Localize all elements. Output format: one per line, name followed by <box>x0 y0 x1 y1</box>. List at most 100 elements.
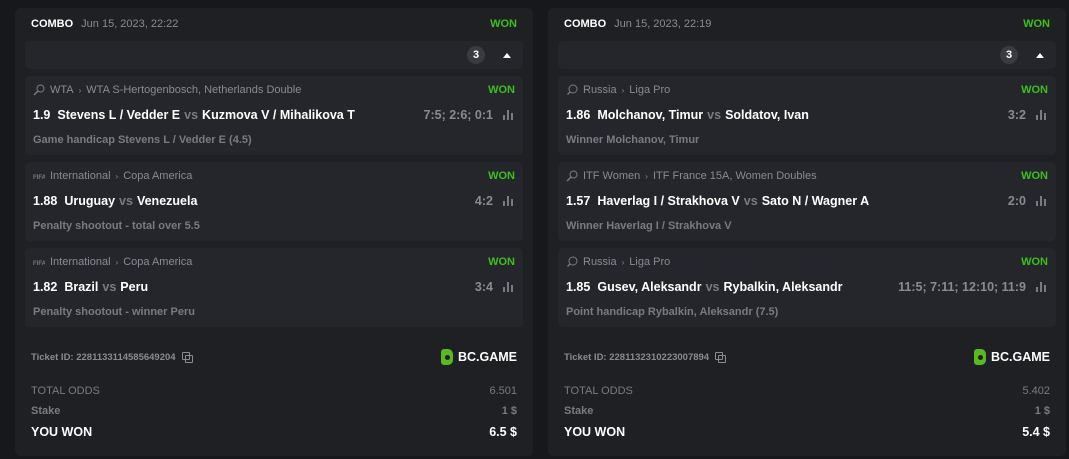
leg-status: WON <box>1021 84 1048 96</box>
leg-status: WON <box>1021 256 1048 268</box>
home-team: Gusev, Aleksandr <box>597 280 702 294</box>
svg-text:FIFA: FIFA <box>33 261 45 267</box>
legs-toggle[interactable]: 3 <box>25 41 523 69</box>
separator-icon: › <box>621 85 625 95</box>
bet-leg[interactable]: ITF Women › ITF France 15A, Women Doubles… <box>558 162 1056 241</box>
leg-status: WON <box>488 84 515 96</box>
market: Point handicap Rybalkin, Aleksandr (7.5) <box>566 306 779 318</box>
separator-icon: › <box>621 257 625 267</box>
home-team: Molchanov, Timur <box>597 108 704 122</box>
market: Penalty shootout - total over 5.5 <box>33 220 200 232</box>
stats-icon[interactable] <box>503 110 515 120</box>
tournament: Copa America <box>123 170 193 182</box>
category: International <box>50 170 111 182</box>
table-tennis-icon <box>566 84 578 96</box>
tournament: ITF France 15A, Women Doubles <box>652 170 817 182</box>
chevron-up-icon[interactable] <box>1036 52 1044 58</box>
stake-value: 1 $ <box>1034 405 1050 417</box>
odds: 1.82 <box>33 280 58 294</box>
fifa-icon: FIFA <box>33 256 47 268</box>
tournament: WTA S-Hertogenbosch, Netherlands Double <box>86 84 302 96</box>
leg-status: WON <box>488 170 515 182</box>
bet-date: Jun 15, 2023, 22:22 <box>81 18 179 30</box>
separator-icon: › <box>115 257 119 267</box>
stake-label: Stake <box>564 405 594 417</box>
market: Winner Haverlag I / Strakhova V <box>566 220 732 232</box>
odds: 1.9 <box>33 108 51 122</box>
home-team: Brazil <box>64 280 99 294</box>
tennis-icon <box>33 84 45 96</box>
bet-type: COMBO <box>564 18 607 30</box>
market: Game handicap Stevens L / Vedder E (4.5) <box>33 134 252 146</box>
market: Penalty shootout - winner Peru <box>33 306 195 318</box>
stake-value: 1 $ <box>501 405 517 417</box>
home-team: Haverlag I / Strakhova V <box>597 194 740 208</box>
separator-icon: › <box>645 171 648 181</box>
tournament: Copa America <box>123 256 193 268</box>
leg-status: WON <box>488 256 515 268</box>
legs-count-badge: 3 <box>467 46 485 64</box>
bet-leg[interactable]: Russia › Liga Pro WON 1.85 Gusev, Aleksan… <box>558 248 1056 327</box>
copy-icon[interactable] <box>715 352 727 363</box>
stats-icon[interactable] <box>1036 196 1048 206</box>
bet-leg[interactable]: FIFA International › Copa America WON 1.8… <box>25 162 523 241</box>
odds: 1.86 <box>566 108 591 122</box>
category: International <box>50 256 111 268</box>
vs-label: vs <box>184 108 199 122</box>
won-value: 6.5 $ <box>489 425 517 439</box>
vs-label: vs <box>707 108 722 122</box>
score: 7:5; 2:6; 0:1 <box>423 108 493 122</box>
odds: 1.88 <box>33 194 58 208</box>
stats-icon[interactable] <box>503 282 515 292</box>
table-tennis-icon <box>566 256 578 268</box>
svg-text:FIFA: FIFA <box>33 175 45 181</box>
market: Winner Molchanov, Timur <box>566 134 700 146</box>
ticket-id: Ticket ID: 2281133114585649204 <box>31 351 176 363</box>
bet-leg[interactable]: Russia › Liga Pro WON 1.86 Molchanov, Tim… <box>558 76 1056 155</box>
stats-icon[interactable] <box>503 196 515 206</box>
away-team: Kuzmova V / Mihalikova T <box>202 108 355 122</box>
away-team: Soldatov, Ivan <box>725 108 809 122</box>
category: WTA <box>50 84 74 96</box>
bet-ticket: COMBO Jun 15, 2023, 22:22 WON 3 WTA › WTA… <box>15 8 533 456</box>
ticket-status: WON <box>490 18 517 30</box>
odds: 1.85 <box>566 280 591 294</box>
bc-game-logo-icon <box>973 349 986 365</box>
vs-label: vs <box>743 194 758 208</box>
tournament: Liga Pro <box>629 256 671 268</box>
copy-icon[interactable] <box>181 352 193 363</box>
away-team: Peru <box>120 280 149 294</box>
away-team: Venezuela <box>136 194 198 208</box>
score: 4:2 <box>474 194 493 208</box>
score: 3:4 <box>474 280 493 294</box>
home-team: Uruguay <box>64 194 116 208</box>
chevron-up-icon[interactable] <box>503 52 511 58</box>
legs-count-badge: 3 <box>1000 46 1018 64</box>
total-odds-label: TOTAL ODDS <box>31 385 100 397</box>
total-odds-value: 5.402 <box>1022 385 1050 397</box>
stats-icon[interactable] <box>1036 282 1048 292</box>
ticket-status: WON <box>1023 18 1050 30</box>
bc-game-logo-icon <box>440 349 453 365</box>
vs-label: vs <box>705 280 720 294</box>
away-team: Sato N / Wagner A <box>761 194 870 208</box>
legs-toggle[interactable]: 3 <box>558 41 1056 69</box>
bet-leg[interactable]: WTA › WTA S-Hertogenbosch, Netherlands Do… <box>25 76 523 155</box>
score: 3:2 <box>1007 108 1026 122</box>
won-label: YOU WON <box>31 425 93 439</box>
bet-leg[interactable]: FIFA International › Copa America WON 1.8… <box>25 248 523 327</box>
total-odds-value: 6.501 <box>489 385 517 397</box>
stats-icon[interactable] <box>1036 110 1048 120</box>
odds: 1.57 <box>566 194 591 208</box>
stake-label: Stake <box>31 405 61 417</box>
category: ITF Women <box>583 170 641 182</box>
tennis-icon <box>566 170 578 182</box>
won-label: YOU WON <box>564 425 626 439</box>
away-team: Rybalkin, Aleksandr <box>723 280 843 294</box>
bet-ticket: COMBO Jun 15, 2023, 22:19 WON 3 Russia › … <box>548 8 1066 456</box>
separator-icon: › <box>115 171 119 181</box>
fifa-icon: FIFA <box>33 170 47 182</box>
brand-logo: BC.GAME <box>440 349 517 365</box>
brand-logo: BC.GAME <box>973 349 1050 365</box>
bet-date: Jun 15, 2023, 22:19 <box>614 18 712 30</box>
